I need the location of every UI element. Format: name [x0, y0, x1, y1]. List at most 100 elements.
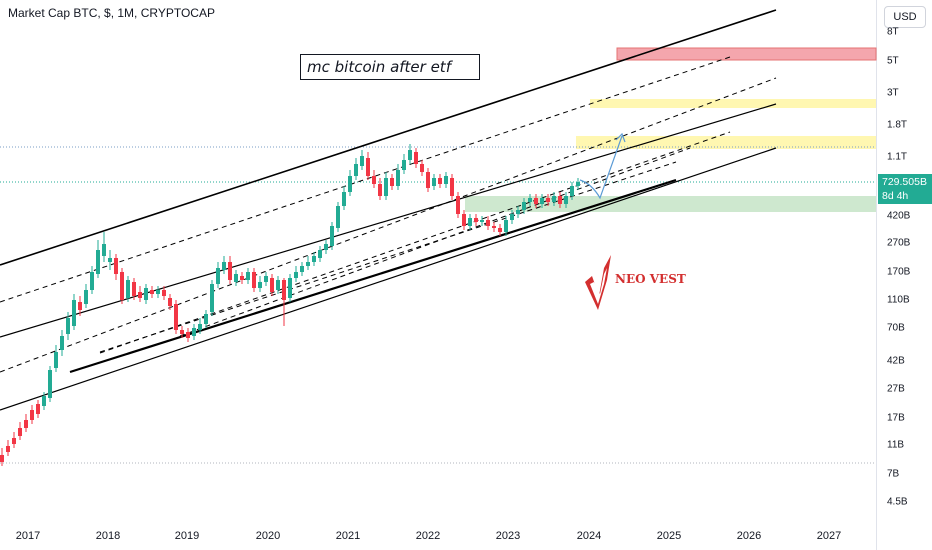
- candle-body: [528, 198, 532, 202]
- candle-body: [360, 156, 364, 166]
- candle-body: [264, 276, 268, 282]
- candle-body: [546, 198, 550, 202]
- candle-body: [552, 196, 556, 202]
- y-tick-label: 11B: [887, 439, 905, 451]
- candle-body: [312, 256, 316, 262]
- x-tick-label: 2027: [816, 530, 842, 542]
- candle-body: [450, 178, 454, 196]
- candle-body: [348, 176, 352, 192]
- zones: [465, 47, 877, 212]
- neo-vest-logo: [585, 255, 611, 310]
- candle-body: [60, 336, 64, 350]
- candle-body: [162, 290, 166, 296]
- candle-body: [426, 172, 430, 188]
- candle-body: [378, 184, 382, 196]
- target-zone-yellow-2: [576, 136, 876, 149]
- horizontal-levels: [0, 146, 876, 464]
- candle-body: [156, 290, 160, 294]
- candle-body: [444, 176, 448, 184]
- candle-body: [342, 192, 346, 206]
- candle-body: [480, 220, 484, 222]
- candle-body: [234, 274, 238, 282]
- channel-line-dashed: [0, 56, 731, 303]
- candle-body: [408, 150, 412, 160]
- candle-body: [462, 214, 466, 226]
- candle-body: [66, 318, 70, 334]
- candle-body: [534, 198, 538, 204]
- candle-body: [90, 272, 94, 290]
- channel-line: [0, 9, 777, 266]
- channel-line-dashed: [99, 161, 677, 353]
- projection-path: [579, 132, 626, 200]
- candle-body: [42, 396, 46, 406]
- y-tick-label: 270B: [887, 237, 911, 249]
- logo-flame-inner: [590, 268, 607, 304]
- candle-body: [36, 404, 40, 414]
- projection-arrowhead: [615, 132, 626, 143]
- x-tick-label: 2021: [335, 530, 361, 542]
- last-price-value: 729.505B: [882, 176, 927, 188]
- candle-body: [168, 298, 172, 306]
- candle-body: [396, 170, 400, 186]
- annotation-box[interactable]: mc bitcoin after etf: [300, 54, 480, 80]
- bar-countdown: 8d 4h: [882, 190, 909, 202]
- candle-body: [300, 266, 304, 272]
- currency-button[interactable]: USD: [884, 6, 926, 28]
- candle-body: [186, 332, 190, 338]
- candle-body: [276, 280, 280, 290]
- y-tick-label: 5T: [887, 55, 899, 67]
- candle-body: [228, 262, 232, 280]
- x-tick-label: 2020: [255, 530, 281, 542]
- logo-flame-outer: [585, 255, 611, 310]
- x-tick-label: 2017: [15, 530, 41, 542]
- y-tick-label: 27B: [887, 383, 905, 395]
- candle-body: [78, 302, 82, 310]
- candle-body: [456, 196, 460, 214]
- candle-body: [318, 250, 322, 258]
- candle-body: [372, 176, 376, 184]
- candle-body: [540, 198, 544, 204]
- price-axis-divider: [876, 0, 877, 550]
- candle-body: [174, 304, 178, 330]
- candle-body: [384, 178, 388, 196]
- y-tick-label: 8T: [887, 26, 899, 38]
- candle-body: [102, 244, 106, 256]
- candle-body: [324, 244, 328, 250]
- candle-body: [48, 370, 52, 398]
- candle-body: [402, 160, 406, 170]
- chart-title: Market Cap BTC, $, 1M, CRYPTOCAP: [8, 6, 215, 20]
- channel-line: [0, 147, 777, 411]
- x-tick-label: 2019: [174, 530, 200, 542]
- candle-body: [420, 164, 424, 172]
- candle-body: [504, 220, 508, 232]
- candle-body: [558, 196, 562, 204]
- candle-body: [132, 282, 136, 296]
- candle-body: [492, 226, 496, 228]
- candle-body: [294, 272, 298, 278]
- candle-body: [216, 268, 220, 284]
- candle-body: [138, 292, 142, 298]
- candle-body: [126, 280, 130, 298]
- support-zone-green: [465, 196, 876, 212]
- candle-body: [390, 178, 394, 186]
- y-tick-label: 17B: [887, 412, 905, 424]
- y-tick-label: 42B: [887, 355, 905, 367]
- candle-body: [330, 226, 334, 246]
- candle-body: [474, 218, 478, 222]
- candle-body: [120, 272, 124, 300]
- y-tick-label: 420B: [887, 210, 911, 222]
- y-tick-label: 1.1T: [887, 151, 908, 163]
- candle-body: [576, 182, 580, 186]
- projection-line: [579, 135, 623, 200]
- candle-body: [84, 290, 88, 304]
- candle-body: [180, 330, 184, 334]
- candle-body: [522, 202, 526, 210]
- x-tick-label: 2024: [576, 530, 602, 542]
- channel-lines: [0, 9, 777, 411]
- candle-body: [108, 258, 112, 262]
- y-tick-label: 4.5B: [887, 496, 908, 508]
- candle-body: [414, 152, 418, 164]
- last-price-tag: 729.505B 8d 4h: [878, 174, 932, 204]
- candle-body: [366, 158, 370, 176]
